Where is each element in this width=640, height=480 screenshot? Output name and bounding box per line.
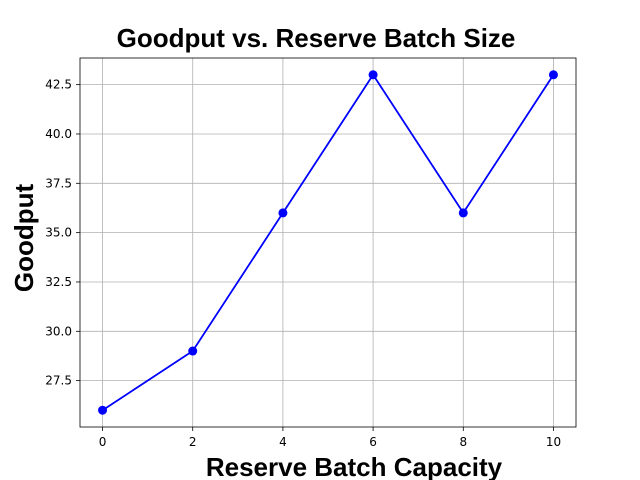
grid [80, 58, 576, 427]
x-axis-ticks: 0 2 4 6 8 10 [99, 427, 561, 449]
x-tick-label: 0 [99, 435, 107, 449]
plot-frame [79, 57, 577, 428]
y-tick-label: 27.5 [45, 374, 72, 388]
y-tick-label: 40.0 [45, 127, 72, 141]
series-line [102, 73, 555, 411]
y-tick-label: 37.5 [45, 176, 72, 190]
x-tick-label: 10 [546, 435, 561, 449]
y-tick-label: 30.0 [45, 324, 72, 338]
x-tick-label: 6 [369, 435, 377, 449]
data-point [98, 405, 108, 415]
data-point [368, 70, 378, 80]
data-point [188, 346, 198, 356]
y-tick-label: 32.5 [45, 275, 72, 289]
data-point [458, 208, 468, 218]
axes [79, 57, 577, 428]
x-axis-label: Reserve Batch Capacity [206, 452, 503, 480]
y-axis-label: Goodput [9, 184, 39, 293]
y-tick-label: 42.5 [45, 78, 72, 92]
series [98, 70, 558, 415]
x-tick-label: 8 [459, 435, 467, 449]
x-tick-label: 2 [189, 435, 197, 449]
y-axis-ticks: 27.5 30.0 32.5 35.0 37.5 40.0 42.5 [45, 78, 80, 388]
y-tick-label: 35.0 [45, 226, 72, 240]
chart-title: Goodput vs. Reserve Batch Size [117, 23, 516, 53]
x-tick-label: 4 [279, 435, 287, 449]
data-point [548, 70, 558, 80]
data-point [278, 208, 288, 218]
